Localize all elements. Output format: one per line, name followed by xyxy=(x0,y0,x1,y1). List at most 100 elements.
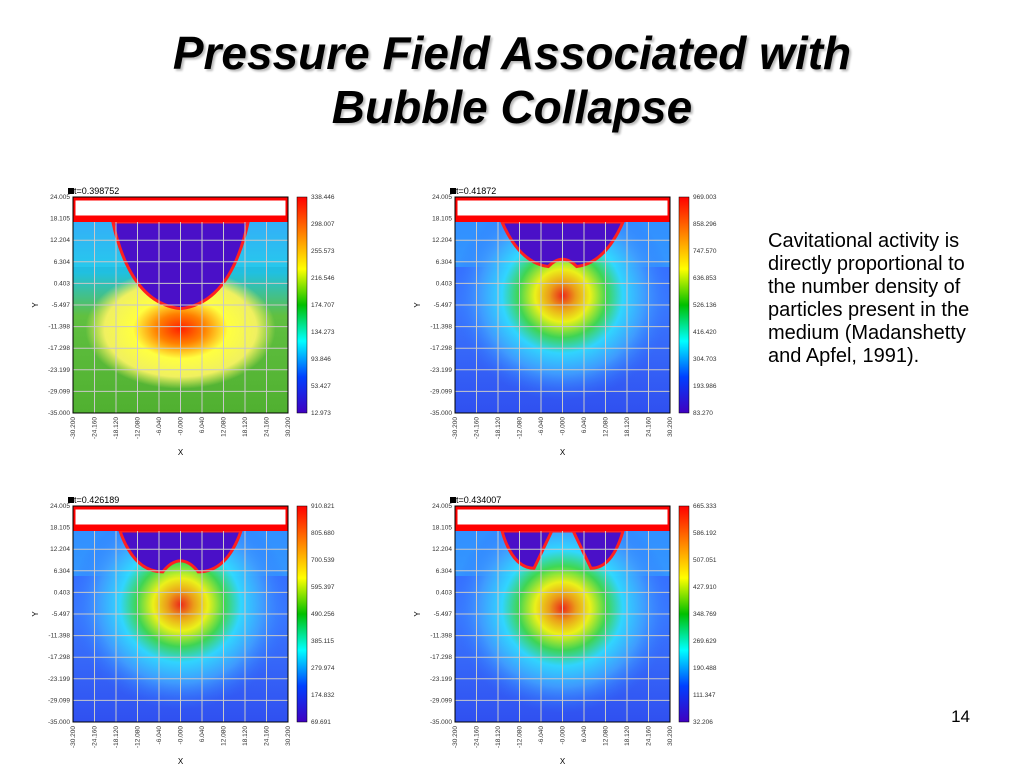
colorbar-tick-label: 174.832 xyxy=(311,692,335,699)
colorbar xyxy=(296,196,308,414)
time-label: t=0.398752 xyxy=(74,186,119,196)
y-axis-label: Y xyxy=(413,611,422,617)
colorbar-tick-label: 636.853 xyxy=(693,275,717,282)
x-tick-label: -18.120 xyxy=(113,726,120,748)
colorbar-tick-label: 700.539 xyxy=(311,557,335,564)
x-tick-label: -18.120 xyxy=(113,417,120,439)
colorbar-tick-label: 269.629 xyxy=(693,638,717,645)
y-tick-label: 24.005 xyxy=(432,194,452,201)
x-tick-label: -0.000 xyxy=(178,417,185,436)
x-tick-label: -30.200 xyxy=(70,726,77,748)
x-tick-label: 24.160 xyxy=(264,726,271,746)
colorbar-tick-label: 490.256 xyxy=(311,611,335,618)
y-tick-label: 12.204 xyxy=(50,546,70,553)
y-tick-label: 0.403 xyxy=(436,589,453,596)
wall-edge xyxy=(455,217,670,222)
colorbar-tick-label: 53.427 xyxy=(311,383,331,390)
x-tick-label: 18.120 xyxy=(624,417,631,437)
y-tick-label: -17.298 xyxy=(48,345,70,352)
colorbar-tick-label: 969.003 xyxy=(693,194,717,201)
plot-area xyxy=(455,506,670,722)
colorbar-tick-label: 12.973 xyxy=(311,410,331,417)
y-tick-label: 18.105 xyxy=(432,216,452,223)
y-tick-label: 24.005 xyxy=(50,503,70,510)
x-tick-label: 6.040 xyxy=(199,726,206,743)
y-tick-label: -11.398 xyxy=(48,633,70,640)
y-tick-label: -23.199 xyxy=(48,676,70,683)
y-tick-label: 6.304 xyxy=(54,568,71,575)
colorbar-tick-label: 348.769 xyxy=(693,611,717,618)
colorbar-tick-label: 134.273 xyxy=(311,329,335,336)
colorbar-tick-label: 216.546 xyxy=(311,275,335,282)
y-tick-label: 12.204 xyxy=(50,237,70,244)
y-tick-label: 24.005 xyxy=(432,503,452,510)
plot-frame xyxy=(454,196,671,414)
x-tick-label: -24.160 xyxy=(92,417,99,439)
x-tick-label: 18.120 xyxy=(242,417,249,437)
y-tick-label: -5.497 xyxy=(434,302,453,309)
x-tick-label: 24.160 xyxy=(646,417,653,437)
y-tick-label: 6.304 xyxy=(436,568,453,575)
colorbar-tick-label: 747.570 xyxy=(693,248,717,255)
y-tick-label: -29.099 xyxy=(430,697,452,704)
wall-bar xyxy=(455,197,670,219)
x-tick-label: 24.160 xyxy=(264,417,271,437)
y-tick-label: 6.304 xyxy=(436,259,453,266)
plot-svg: t=0.434007 24.005 18.105 12.204 6.304 0.403 -5… xyxy=(413,495,717,766)
colorbar xyxy=(678,505,690,723)
colorbar-tick-label: 427.910 xyxy=(693,584,717,591)
colorbar-tick-label: 416.420 xyxy=(693,329,717,336)
time-marker xyxy=(450,497,456,503)
y-tick-label: -23.199 xyxy=(48,367,70,374)
colorbar-tick-label: 279.974 xyxy=(311,665,335,672)
y-axis-label: Y xyxy=(31,302,40,308)
slide-title: Pressure Field Associated with Bubble Co… xyxy=(0,26,1024,134)
y-tick-label: -17.298 xyxy=(48,654,70,661)
colorbar-tick-label: 385.115 xyxy=(311,638,334,645)
x-tick-label: -30.200 xyxy=(70,417,77,439)
x-tick-label: 24.160 xyxy=(646,726,653,746)
plot-svg: t=0.398752 24.005 18.105 12.204 6.304 0.403 -5… xyxy=(31,186,335,457)
y-tick-label: 0.403 xyxy=(54,589,71,596)
colorbar-tick-label: 32.206 xyxy=(693,719,713,726)
x-tick-label: -18.120 xyxy=(495,726,502,748)
y-tick-label: 0.403 xyxy=(436,280,453,287)
wall-edge xyxy=(73,217,288,222)
colorbar-tick-label: 595.397 xyxy=(311,584,335,591)
wall-bar xyxy=(73,197,288,219)
y-tick-label: -35.000 xyxy=(430,410,452,417)
x-axis-label: X xyxy=(560,448,566,457)
time-marker xyxy=(68,188,74,194)
plot-frame xyxy=(72,505,289,723)
x-tick-label: -18.120 xyxy=(495,417,502,439)
y-tick-label: 0.403 xyxy=(54,280,71,287)
y-tick-label: -29.099 xyxy=(48,697,70,704)
colorbar-tick-label: 69.691 xyxy=(311,719,331,726)
plot-area xyxy=(73,506,288,722)
colorbar-tick-label: 193.986 xyxy=(693,383,717,390)
y-tick-label: -11.398 xyxy=(48,324,70,331)
y-tick-label: 24.005 xyxy=(50,194,70,201)
x-tick-label: 6.040 xyxy=(581,417,588,434)
x-tick-label: 12.080 xyxy=(603,726,610,746)
x-tick-label: -12.080 xyxy=(517,726,524,748)
colorbar-tick-label: 190.488 xyxy=(693,665,717,672)
plot-panel-3: t=0.426189 24.005 18.105 12.204 6.304 0.403 -5… xyxy=(30,492,360,767)
y-tick-label: -5.497 xyxy=(52,302,71,309)
y-tick-label: -35.000 xyxy=(430,719,452,726)
plot-svg: t=0.426189 24.005 18.105 12.204 6.304 0.403 -5… xyxy=(31,495,335,766)
colorbar-tick-label: 93.846 xyxy=(311,356,331,363)
side-text: Cavitational activity is directly propor… xyxy=(768,230,970,367)
x-tick-label: -6.040 xyxy=(156,417,163,436)
x-tick-label: 12.080 xyxy=(603,417,610,437)
colorbar-tick-label: 111.347 xyxy=(693,692,716,699)
plot-area xyxy=(73,197,288,413)
colorbar-tick-label: 83.270 xyxy=(693,410,713,417)
title-line-1: Pressure Field Associated with xyxy=(172,27,852,79)
x-axis-label: X xyxy=(560,757,566,766)
x-tick-label: -30.200 xyxy=(452,726,459,748)
x-tick-label: 30.200 xyxy=(285,726,292,746)
plot-frame xyxy=(72,196,289,414)
y-tick-label: -23.199 xyxy=(430,676,452,683)
y-tick-label: -17.298 xyxy=(430,345,452,352)
